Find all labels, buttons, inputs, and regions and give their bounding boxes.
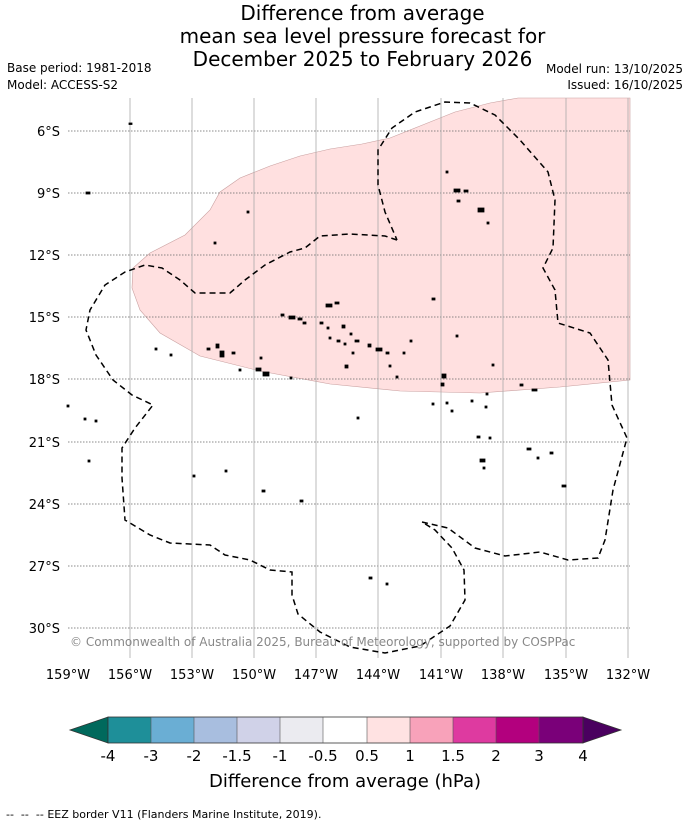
lon-label-153w: 153°W — [170, 668, 214, 683]
eez-dash-symbol: -- -- -- — [6, 808, 44, 821]
colorbar: -4 -3 -2 -1.5 -1 -0.5 0.5 1 1.5 2 3 4 Di… — [68, 716, 623, 792]
colorbar-tick: -0.5 — [308, 747, 337, 765]
lon-label-144w: 144°W — [356, 668, 400, 683]
model-name: Model: ACCESS-S2 — [7, 78, 119, 92]
lon-label-141w: 141°W — [419, 668, 463, 683]
lat-label-12s: 12°S — [29, 249, 60, 264]
colorbar-segment — [237, 717, 280, 743]
colorbar-tick: -2 — [187, 747, 202, 765]
colorbar-tick: 0.5 — [355, 747, 379, 765]
issued-date: Issued: 16/10/2025 — [567, 78, 683, 92]
colorbar-tick: 3 — [534, 747, 544, 765]
colorbar-tick: 2 — [491, 747, 501, 765]
colorbar-tick: 1.5 — [441, 747, 465, 765]
colorbar-tick: 4 — [578, 747, 588, 765]
lat-label-18s: 18°S — [29, 373, 60, 388]
lat-label-30s: 30°S — [29, 622, 60, 637]
longitude-gridlines — [129, 98, 629, 658]
colorbar-segment — [367, 717, 410, 743]
title-line-1: Difference from average — [240, 1, 485, 25]
latitude-labels: 6°S 9°S 12°S 15°S 18°S 21°S 24°S 27°S 30… — [29, 125, 60, 637]
colorbar-segment — [108, 717, 151, 743]
colorbar-title: Difference from average (hPa) — [209, 771, 481, 792]
colorbar-tick: -1.5 — [222, 747, 251, 765]
colorbar-tick: -4 — [101, 747, 116, 765]
base-period: Base period: 1981-2018 — [7, 61, 152, 75]
lat-label-9s: 9°S — [37, 187, 60, 202]
latitude-gridlines — [68, 130, 630, 629]
lon-label-132w: 132°W — [606, 668, 650, 683]
colorbar-segment — [539, 717, 583, 743]
colorbar-segment — [496, 717, 539, 743]
lat-label-27s: 27°S — [29, 560, 60, 575]
colorbar-tick: 1 — [405, 747, 415, 765]
eez-borders — [85, 101, 628, 654]
colorbar-tick: -3 — [144, 747, 159, 765]
title-line-3: December 2025 to February 2026 — [192, 47, 533, 71]
lon-label-156w: 156°W — [108, 668, 152, 683]
colorbar-below-triangle — [68, 716, 109, 744]
colorbar-segment — [323, 717, 367, 743]
lon-label-150w: 150°W — [232, 668, 276, 683]
colorbar-segment — [151, 717, 194, 743]
eez-legend-text: EEZ border V11 (Flanders Marine Institut… — [47, 808, 322, 821]
colorbar-segment — [280, 717, 323, 743]
lat-label-21s: 21°S — [29, 436, 60, 451]
colorbar-segment — [194, 717, 237, 743]
colorbar-outline — [107, 716, 584, 744]
title-line-2: mean sea level pressure forecast for — [179, 24, 546, 48]
model-run-date: Model run: 13/10/2025 — [545, 62, 683, 76]
islands — [66, 122, 567, 586]
lon-label-147w: 147°W — [294, 668, 338, 683]
colorbar-tick: -1 — [273, 747, 288, 765]
lon-label-159w: 159°W — [46, 668, 90, 683]
positive-anomaly-region — [131, 97, 631, 394]
colorbar-tick-labels: -4 -3 -2 -1.5 -1 -0.5 0.5 1 1.5 2 3 4 — [101, 747, 588, 765]
copyright-text: © Commonwealth of Australia 2025, Bureau… — [70, 635, 575, 649]
colorbar-dividers — [150, 717, 540, 743]
colorbar-segment — [453, 717, 496, 743]
lon-label-138w: 138°W — [481, 668, 525, 683]
lat-label-24s: 24°S — [29, 498, 60, 513]
lat-label-15s: 15°S — [29, 311, 60, 326]
colorbar-segment — [410, 717, 453, 743]
lat-label-6s: 6°S — [37, 125, 60, 140]
longitude-labels: 159°W 156°W 153°W 150°W 147°W 144°W 141°… — [46, 668, 650, 683]
colorbar-above-triangle — [582, 716, 623, 744]
lon-label-135w: 135°W — [544, 668, 588, 683]
eez-legend: -- -- -- EEZ border V11 (Flanders Marine… — [6, 808, 321, 821]
